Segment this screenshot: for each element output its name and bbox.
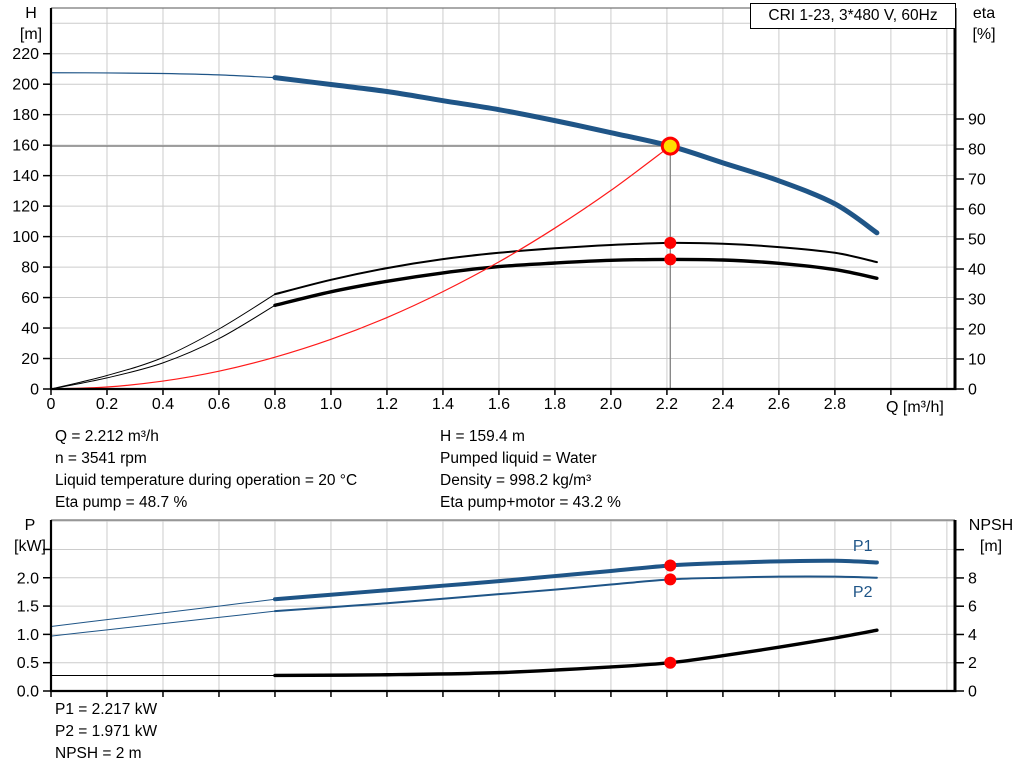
p1-curve xyxy=(272,558,879,602)
gridlines xyxy=(51,8,955,389)
left-tick-label: 1.5 xyxy=(17,599,39,616)
power-axis-label: P [kW] xyxy=(14,517,46,555)
npsh-axis-label: NPSH [m] xyxy=(968,517,1014,555)
left-tick-label: 0.0 xyxy=(17,684,39,701)
p1-curve-label: P1 xyxy=(852,538,873,556)
info-line: Eta pump+motor = 43.2 % xyxy=(440,494,621,511)
power-info: P1 = 2.217 kW P2 = 1.971 kW NPSH = 2 m xyxy=(55,699,157,765)
right-tick-label: 90 xyxy=(968,112,986,129)
left-tick-label: 1.0 xyxy=(17,627,39,644)
eta-pump-dot xyxy=(664,236,677,249)
x-tick-label: 2.2 xyxy=(656,396,678,413)
info-line: Q = 2.212 m³/h xyxy=(55,428,159,445)
pump-model-title: CRI 1-23, 3*480 V, 60Hz xyxy=(750,3,956,29)
left-tick-label: 140 xyxy=(12,168,39,185)
info-line: n = 3541 rpm xyxy=(55,450,147,467)
left-tick-label: 120 xyxy=(12,199,39,216)
x-tick-label: 0.6 xyxy=(208,396,230,413)
duty-info-left: Q = 2.212 m³/h n = 3541 rpm Liquid tempera… xyxy=(55,426,357,514)
info-line: Eta pump = 48.7 % xyxy=(55,494,188,511)
p2-curve-lead xyxy=(50,610,276,637)
tick-labels: 0.0 0.5 1.0 1.5 2.0 0 2 4 6 8 xyxy=(17,548,977,701)
right-tick-label: 8 xyxy=(968,570,977,587)
system-curve xyxy=(50,145,671,390)
eta-axis-label: eta [%] xyxy=(972,5,996,43)
right-tick-label: 4 xyxy=(968,627,977,644)
right-tick-label: 60 xyxy=(968,202,986,219)
right-tick-label: 50 xyxy=(968,232,986,249)
p1-dot xyxy=(664,559,677,572)
left-tick-label: 0.5 xyxy=(17,655,39,672)
left-tick-label: 0 xyxy=(30,382,39,399)
right-tick-label: 20 xyxy=(968,322,986,339)
p2-curve-label: P2 xyxy=(852,583,873,601)
x-tick-label: 1.2 xyxy=(376,396,398,413)
eta-pump-motor-dot xyxy=(664,253,677,266)
x-tick-label: 0 xyxy=(47,396,56,413)
p2-dot xyxy=(664,573,677,586)
x-tick-label: 2.6 xyxy=(768,396,790,413)
x-tick-label: 1.4 xyxy=(432,396,454,413)
right-tick-label: 30 xyxy=(968,292,986,309)
info-line: NPSH = 2 m xyxy=(55,745,142,762)
eta-pump-lead xyxy=(50,293,276,390)
eta-pump-motor-lead xyxy=(50,304,276,390)
left-tick-label: 20 xyxy=(21,351,39,368)
x-tick-label: 2.4 xyxy=(712,396,734,413)
right-tick-label: 80 xyxy=(968,142,986,159)
power-npsh-chart[interactable]: 0.0 0.5 1.0 1.5 2.0 0 2 4 6 8 xyxy=(17,519,977,701)
right-tick-label: 2 xyxy=(968,655,977,672)
x-tick-label: 0.8 xyxy=(264,396,286,413)
p1-curve-lead xyxy=(50,598,276,627)
hq-chart[interactable]: 0 0.2 0.4 0.6 0.8 1.0 1.2 1.4 1.6 1.8 2.0 2.2 2.4 2.6… xyxy=(12,7,986,413)
info-line: Liquid temperature during operation = 20… xyxy=(55,472,358,489)
left-tick-label: 160 xyxy=(12,138,39,155)
x-tick-label: 2.8 xyxy=(824,396,846,413)
right-tick-label: 40 xyxy=(968,262,986,279)
right-tick-label: 70 xyxy=(968,172,986,189)
gridlines xyxy=(51,520,955,691)
x-tick-label: 2.0 xyxy=(600,396,622,413)
npsh-curve xyxy=(273,628,879,678)
duty-point[interactable] xyxy=(660,136,680,156)
left-tick-label: 100 xyxy=(12,229,39,246)
x-tick-label: 0.4 xyxy=(152,396,174,413)
p2-curve xyxy=(273,575,878,613)
left-tick-label: 80 xyxy=(21,260,39,277)
flow-axis-label: Q [m³/h] xyxy=(886,399,944,416)
left-tick-label: 40 xyxy=(21,321,39,338)
right-tick-label: 0 xyxy=(968,382,977,399)
tick-labels: 0 0.2 0.4 0.6 0.8 1.0 1.2 1.4 1.6 1.8 2.0 2.2 2.4 2.6… xyxy=(12,46,986,413)
info-line: Density = 998.2 kg/m³ xyxy=(440,472,592,489)
npsh-dot xyxy=(664,656,677,669)
eta-pump-curve xyxy=(273,241,878,296)
head-curve xyxy=(272,75,880,236)
head-curve-lead xyxy=(50,72,276,79)
x-tick-label: 0.2 xyxy=(96,396,118,413)
left-tick-label: 2.0 xyxy=(17,570,39,587)
info-line: P1 = 2.217 kW xyxy=(55,701,158,718)
right-tick-label: 0 xyxy=(968,684,977,701)
right-tick-label: 10 xyxy=(968,352,986,369)
head-axis-label: H [m] xyxy=(19,5,43,43)
info-line: P2 = 1.971 kW xyxy=(55,723,158,740)
eta-pump-motor-curve xyxy=(273,257,879,307)
left-tick-label: 180 xyxy=(12,107,39,124)
left-tick-label: 60 xyxy=(21,290,39,307)
right-tick-label: 6 xyxy=(968,599,977,616)
left-tick-label: 200 xyxy=(12,77,39,94)
info-line: Pumped liquid = Water xyxy=(440,450,597,467)
left-tick-label: 220 xyxy=(12,46,39,63)
x-tick-label: 1.8 xyxy=(544,396,566,413)
duty-info-right: H = 159.4 m Pumped liquid = Water Density … xyxy=(440,426,621,514)
x-tick-label: 1.6 xyxy=(488,396,510,413)
info-line: H = 159.4 m xyxy=(440,428,525,445)
x-tick-label: 1.0 xyxy=(320,396,342,413)
